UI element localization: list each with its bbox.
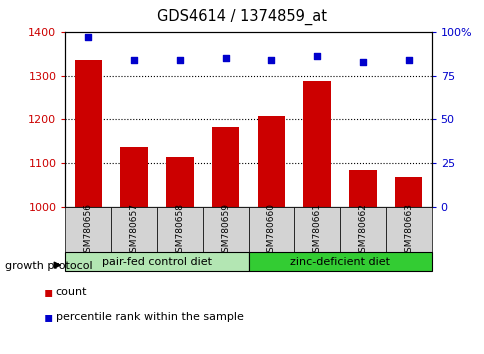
FancyBboxPatch shape [339,207,385,253]
Text: GSM780662: GSM780662 [358,202,367,258]
Point [84,34,92,40]
FancyBboxPatch shape [294,207,339,253]
Text: zinc-deficient diet: zinc-deficient diet [289,257,389,267]
Text: pair-fed control diet: pair-fed control diet [102,257,212,267]
Text: GSM780661: GSM780661 [312,202,321,258]
Text: GSM780658: GSM780658 [175,202,184,258]
Bar [303,81,330,207]
Text: ▪: ▪ [44,285,53,299]
FancyBboxPatch shape [248,207,294,253]
Bar [120,147,148,207]
Bar [166,157,193,207]
Text: GDS4614 / 1374859_at: GDS4614 / 1374859_at [157,9,327,25]
Point [176,57,183,63]
Text: growth protocol: growth protocol [5,261,92,271]
Point [221,55,229,61]
Text: GSM780659: GSM780659 [221,202,230,258]
Text: GSM780660: GSM780660 [266,202,275,258]
Text: ▪: ▪ [44,310,53,324]
Text: GSM780657: GSM780657 [129,202,138,258]
Bar [75,60,102,207]
Text: GSM780663: GSM780663 [404,202,412,258]
Bar [348,170,376,207]
Bar [212,127,239,207]
FancyBboxPatch shape [202,207,248,253]
Point [404,57,412,63]
Text: GSM780656: GSM780656 [84,202,92,258]
Point [130,57,138,63]
Point [267,57,275,63]
FancyBboxPatch shape [248,252,431,271]
Point [358,59,366,64]
FancyBboxPatch shape [157,207,202,253]
Text: percentile rank within the sample: percentile rank within the sample [56,312,243,322]
FancyBboxPatch shape [385,207,431,253]
FancyBboxPatch shape [65,207,111,253]
FancyBboxPatch shape [111,207,157,253]
Bar [394,177,422,207]
Text: count: count [56,287,87,297]
Point [313,53,320,59]
Bar [257,116,285,207]
FancyBboxPatch shape [65,252,248,271]
